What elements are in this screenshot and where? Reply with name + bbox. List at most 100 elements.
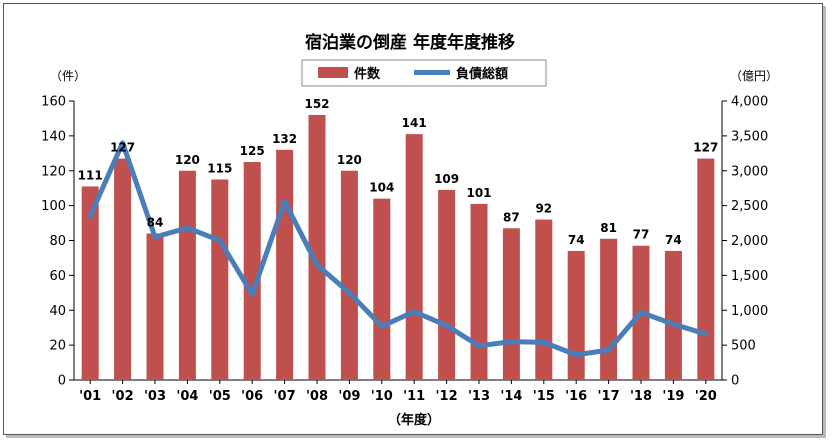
plot-area: 0 20 40 60 80 100 120 140 160 0 500 1,000 1,500 2,000… [41, 95, 768, 405]
bar-data-label: 120 [175, 153, 200, 167]
debt-point [185, 225, 190, 230]
bar [567, 250, 585, 380]
bar [308, 114, 326, 380]
bar [697, 158, 715, 380]
debt-point [509, 339, 514, 344]
x-tick-label: '12 [436, 389, 458, 404]
x-tick-label: '01 [79, 389, 101, 404]
left-tick-label: 20 [49, 339, 66, 354]
debt-point [703, 331, 708, 336]
x-tick-label: '16 [565, 389, 587, 404]
right-axis-unit-label: （億円） [730, 69, 778, 83]
debt-point [88, 214, 93, 219]
bar [178, 170, 196, 380]
debt-point [379, 324, 384, 329]
left-tick-label: 160 [41, 95, 66, 110]
bar-data-label: 84 [147, 216, 164, 230]
bar [243, 162, 261, 380]
debt-point [574, 352, 579, 357]
debt-point [120, 140, 125, 145]
left-tick-label: 120 [41, 164, 66, 179]
bar [470, 203, 488, 380]
debt-point [250, 292, 255, 297]
x-tick-label: '13 [468, 389, 490, 404]
right-tick-label: 0 [731, 374, 739, 389]
debt-point [153, 235, 157, 240]
right-tick-label: 1,500 [731, 269, 768, 284]
right-tick-label: 3,000 [731, 164, 768, 179]
debt-point [606, 348, 611, 353]
bar [405, 134, 423, 380]
debt-point [477, 343, 481, 348]
debt-point [541, 340, 546, 345]
chart-title: 宿泊業の倒産 年度年度推移 [305, 32, 515, 53]
bar [114, 158, 132, 380]
legend-bar-label: 件数 [354, 66, 381, 82]
bar [600, 238, 618, 380]
left-tick-label: 100 [41, 199, 66, 214]
bar [438, 189, 456, 380]
x-tick-label: '18 [630, 389, 652, 404]
x-tick-label: '05 [209, 389, 231, 404]
x-tick-label: '17 [598, 389, 620, 404]
left-tick-label: 40 [49, 304, 66, 319]
debt-point [444, 323, 449, 328]
x-tick-label: '11 [403, 389, 425, 404]
debt-point [282, 199, 287, 204]
bar [535, 219, 553, 380]
bar [211, 179, 229, 380]
bar-data-label: 141 [402, 116, 427, 130]
bar [276, 149, 294, 380]
bar-data-label: 132 [272, 132, 297, 146]
debt-point [315, 262, 319, 267]
x-tick-label: '14 [500, 389, 522, 404]
x-tick-label: '08 [306, 389, 328, 404]
right-tick-label: 1,000 [731, 304, 768, 319]
right-tick-label: 2,000 [731, 234, 768, 249]
bar-data-label: 109 [434, 172, 459, 186]
bankruptcy-chart: 宿泊業の倒産 年度年度推移 件数 負債総額 （件） （億円） （年度） 0 20 4… [41, 32, 778, 428]
x-tick-label: '19 [662, 389, 684, 404]
x-tick-label: '04 [176, 389, 198, 404]
left-tick-label: 140 [41, 129, 66, 144]
x-tick-label: '20 [695, 389, 717, 404]
bar [81, 186, 99, 380]
debt-line [87, 140, 709, 358]
x-axis-label: （年度） [388, 412, 440, 428]
bar [373, 198, 391, 380]
bar [146, 233, 164, 380]
bar-data-label: 152 [304, 97, 329, 111]
bar-data-label: 87 [503, 210, 520, 224]
bar-data-label: 74 [665, 233, 682, 247]
left-tick-label: 80 [49, 234, 66, 249]
x-tick-label: '15 [533, 389, 555, 404]
x-tick-label: '03 [144, 389, 166, 404]
bar-data-label: 127 [693, 141, 718, 155]
right-tick-label: 2,500 [731, 199, 768, 214]
left-tick-label: 60 [49, 269, 66, 284]
legend-line-label: 負債総額 [456, 66, 508, 82]
bar-data-label: 101 [466, 186, 491, 200]
bar-data-label: 74 [568, 233, 585, 247]
bar-data-label: 81 [600, 221, 617, 235]
debt-point [217, 238, 222, 243]
bar [502, 228, 520, 380]
bar [340, 170, 358, 380]
bar-data-label: 120 [337, 153, 362, 167]
right-tick-label: 3,500 [731, 129, 768, 144]
x-tick-label: '06 [241, 389, 263, 404]
debt-point [412, 309, 417, 314]
debt-point [639, 310, 643, 315]
right-tick-label: 4,000 [731, 95, 768, 110]
bar-data-label: 111 [78, 168, 103, 182]
bar-data-label: 104 [369, 181, 394, 195]
x-tick-label: '02 [112, 389, 134, 404]
debt-point [671, 322, 676, 327]
bar-data-label: 115 [207, 161, 232, 175]
bar [664, 250, 682, 380]
left-axis-unit-label: （件） [50, 69, 86, 83]
chart-frame: 宿泊業の倒産 年度年度推移 件数 負債総額 （件） （億円） （年度） 0 20 4… [3, 3, 823, 435]
left-tick-label: 0 [58, 374, 66, 389]
x-tick-label: '09 [338, 389, 360, 404]
legend: 件数 負債総額 [301, 59, 547, 87]
